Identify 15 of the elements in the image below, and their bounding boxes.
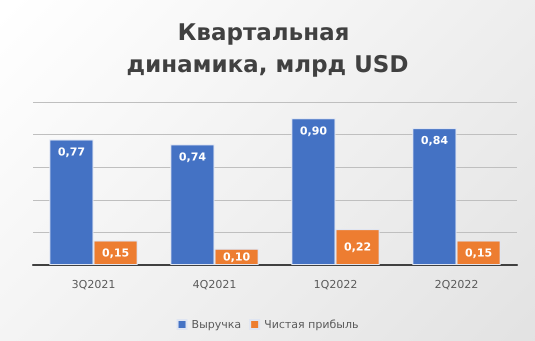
data-label: 0,90 bbox=[300, 124, 328, 138]
data-label: 0,77 bbox=[58, 145, 85, 158]
x-tick-label: 4Q2021 bbox=[192, 278, 236, 291]
data-label: 0,15 bbox=[465, 246, 492, 260]
x-tick-label: 3Q2021 bbox=[72, 278, 116, 291]
data-label: 0,22 bbox=[344, 240, 372, 254]
data-label: 0,84 bbox=[420, 134, 448, 148]
legend-label: Чистая прибыль bbox=[264, 318, 358, 331]
data-label: 0,10 bbox=[223, 250, 250, 264]
x-tick-label: 1Q2022 bbox=[314, 278, 358, 291]
chart-title: Квартальная динамика, млрд USD bbox=[126, 20, 408, 78]
data-label: 0,74 bbox=[178, 150, 206, 164]
x-tick-label: 2Q2022 bbox=[434, 278, 478, 291]
data-label: 0,15 bbox=[102, 246, 130, 260]
legend-label: Выручка bbox=[192, 318, 242, 331]
